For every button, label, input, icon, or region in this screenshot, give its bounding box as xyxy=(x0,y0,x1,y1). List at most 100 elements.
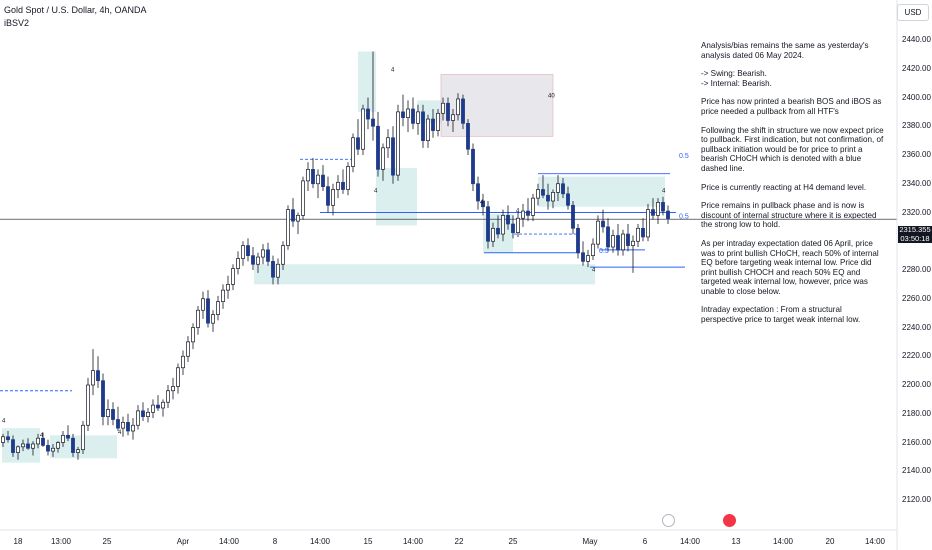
candle-up xyxy=(131,424,135,432)
candle-down xyxy=(111,409,115,420)
zone-marker-label: 4 xyxy=(40,433,44,439)
candle-down xyxy=(471,148,475,185)
candle-up xyxy=(331,189,335,206)
analysis-paragraph: Following the shift in structure we now … xyxy=(701,125,884,173)
y-tick-label: 2440.00 xyxy=(902,35,931,44)
candle-down xyxy=(366,108,370,120)
y-tick-label: 2400.00 xyxy=(902,92,931,102)
candle-up xyxy=(31,443,35,449)
candle-up xyxy=(56,442,60,449)
candle-down xyxy=(96,370,100,382)
candle-down xyxy=(601,220,605,228)
candle-up xyxy=(21,443,25,448)
candle-up xyxy=(456,98,460,116)
candle-up xyxy=(121,422,125,429)
event-marker-flag-icon[interactable] xyxy=(723,514,736,527)
candle-up xyxy=(256,256,260,265)
candle-up xyxy=(151,404,155,413)
zone-marker-label: 4 xyxy=(662,188,666,194)
candle-up xyxy=(346,166,350,190)
analysis-text-note[interactable]: Analysis/bias remains the same as yester… xyxy=(701,41,885,334)
candle-down xyxy=(291,209,295,222)
candle-up xyxy=(226,284,230,291)
zone-marker-label: 4 xyxy=(2,418,6,424)
analysis-paragraph: Analysis/bias remains the same as yester… xyxy=(701,41,869,60)
currency-button[interactable]: USD xyxy=(897,4,929,21)
x-tick-label: 14:00 xyxy=(218,537,240,546)
candle-up xyxy=(621,233,625,251)
candle-down xyxy=(606,226,610,248)
candle-down xyxy=(661,202,665,212)
candle-up xyxy=(426,118,430,141)
candle-up xyxy=(1,436,5,443)
candle-up xyxy=(361,108,365,150)
candle-up xyxy=(201,298,205,311)
x-tick-label: 14:00 xyxy=(309,537,331,546)
zone-marker-label: 4 xyxy=(118,430,122,436)
candle-up xyxy=(536,189,540,199)
candle-up xyxy=(586,255,590,262)
zone-marker-label: 4 xyxy=(516,209,520,215)
x-tick-label: 20 xyxy=(825,537,835,546)
analysis-paragraph: As per intraday expectation dated 06 Apr… xyxy=(701,238,879,296)
candle-down xyxy=(126,422,130,432)
x-tick-label: May xyxy=(582,537,598,546)
candle-down xyxy=(311,169,315,185)
bar-countdown: 03:50:18 xyxy=(900,233,930,243)
event-marker-lightning-icon[interactable] xyxy=(662,514,675,527)
candle-down xyxy=(431,118,435,131)
candle-up xyxy=(181,355,185,369)
candle-down xyxy=(626,233,630,246)
candle-up xyxy=(646,209,650,238)
last-price-tag: 2315.355 03:50:18 xyxy=(898,225,932,243)
candle-up xyxy=(281,245,285,265)
candle-down xyxy=(566,193,570,206)
analysis-paragraph: Price has now printed a bearish BOS and … xyxy=(701,97,882,116)
candle-up xyxy=(501,215,505,235)
candle-up xyxy=(416,111,420,124)
candle-down xyxy=(466,123,470,150)
candle-down xyxy=(66,434,70,439)
analysis-paragraph: -> Swing: Bearish. -> Internal: Bearish. xyxy=(701,69,772,88)
fib-level-label: 0.5 xyxy=(679,213,689,220)
candle-up xyxy=(436,112,440,131)
candle-up xyxy=(191,327,195,343)
candle-down xyxy=(11,439,15,453)
candle-down xyxy=(526,210,530,216)
zone-marker-label: 40 xyxy=(548,94,555,100)
candle-up xyxy=(611,235,615,248)
candle-down xyxy=(641,227,645,238)
indicator-label[interactable]: iBSV2 xyxy=(4,18,30,28)
candle-down xyxy=(576,227,580,254)
candle-down xyxy=(266,249,270,262)
candle-up xyxy=(491,227,495,242)
candle-down xyxy=(156,404,160,409)
symbol-title[interactable]: Gold Spot / U.S. Dollar, 4h, OANDA xyxy=(4,5,147,15)
y-tick-label: 2220.00 xyxy=(902,351,931,361)
candle-down xyxy=(651,209,655,216)
candle-down xyxy=(446,102,450,121)
candle-up xyxy=(336,181,340,190)
candle-down xyxy=(206,298,210,324)
supply-demand-zone xyxy=(358,51,376,112)
candle-up xyxy=(136,410,140,426)
candle-down xyxy=(581,252,585,262)
candle-down xyxy=(461,98,465,124)
candle-down xyxy=(561,183,565,195)
candle-up xyxy=(76,449,80,453)
zone-marker-label: 4 xyxy=(480,200,484,206)
candle-up xyxy=(451,114,455,121)
candle-down xyxy=(356,137,360,150)
candle-down xyxy=(666,210,670,220)
candle-down xyxy=(401,111,405,118)
analysis-paragraph: Intraday expectation : From a structural… xyxy=(701,305,861,325)
fib-level-label: 0.5 xyxy=(679,153,689,160)
candle-up xyxy=(51,447,55,452)
y-tick-label: 2180.00 xyxy=(902,408,931,418)
candle-up xyxy=(301,180,305,216)
candle-up xyxy=(241,245,245,259)
y-tick-label: 2380.00 xyxy=(902,121,931,131)
candle-up xyxy=(531,197,535,216)
candle-down xyxy=(141,410,145,417)
